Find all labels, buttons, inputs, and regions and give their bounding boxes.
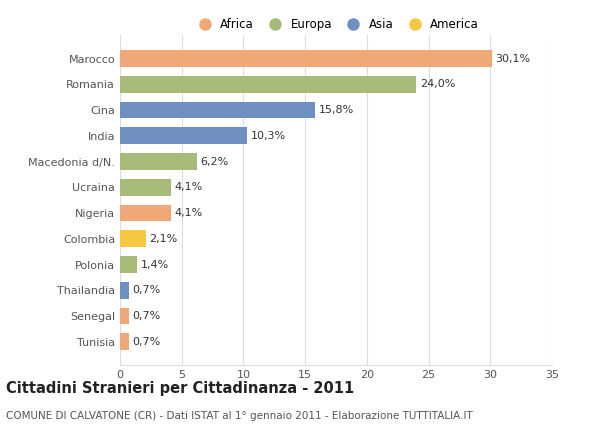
Bar [120, 256, 137, 273]
Text: 2,1%: 2,1% [149, 234, 178, 244]
Text: 1,4%: 1,4% [141, 260, 169, 270]
Text: 4,1%: 4,1% [175, 182, 203, 192]
Bar [120, 76, 416, 93]
Bar [120, 128, 247, 144]
Text: 0,7%: 0,7% [133, 285, 161, 295]
Bar [120, 282, 128, 299]
Bar [120, 231, 146, 247]
Bar [120, 153, 197, 170]
Text: 6,2%: 6,2% [200, 157, 229, 167]
Text: 0,7%: 0,7% [133, 337, 161, 347]
Text: 15,8%: 15,8% [319, 105, 354, 115]
Bar [120, 50, 491, 67]
Bar [120, 205, 170, 221]
Text: 4,1%: 4,1% [175, 208, 203, 218]
Text: Cittadini Stranieri per Cittadinanza - 2011: Cittadini Stranieri per Cittadinanza - 2… [6, 381, 354, 396]
Text: 24,0%: 24,0% [420, 79, 455, 89]
Text: COMUNE DI CALVATONE (CR) - Dati ISTAT al 1° gennaio 2011 - Elaborazione TUTTITAL: COMUNE DI CALVATONE (CR) - Dati ISTAT al… [6, 411, 473, 422]
Text: 10,3%: 10,3% [251, 131, 286, 141]
Legend: Africa, Europa, Asia, America: Africa, Europa, Asia, America [188, 13, 484, 36]
Bar [120, 334, 128, 350]
Bar [120, 308, 128, 324]
Text: 0,7%: 0,7% [133, 311, 161, 321]
Bar [120, 179, 170, 196]
Bar [120, 102, 315, 118]
Text: 30,1%: 30,1% [495, 54, 530, 63]
